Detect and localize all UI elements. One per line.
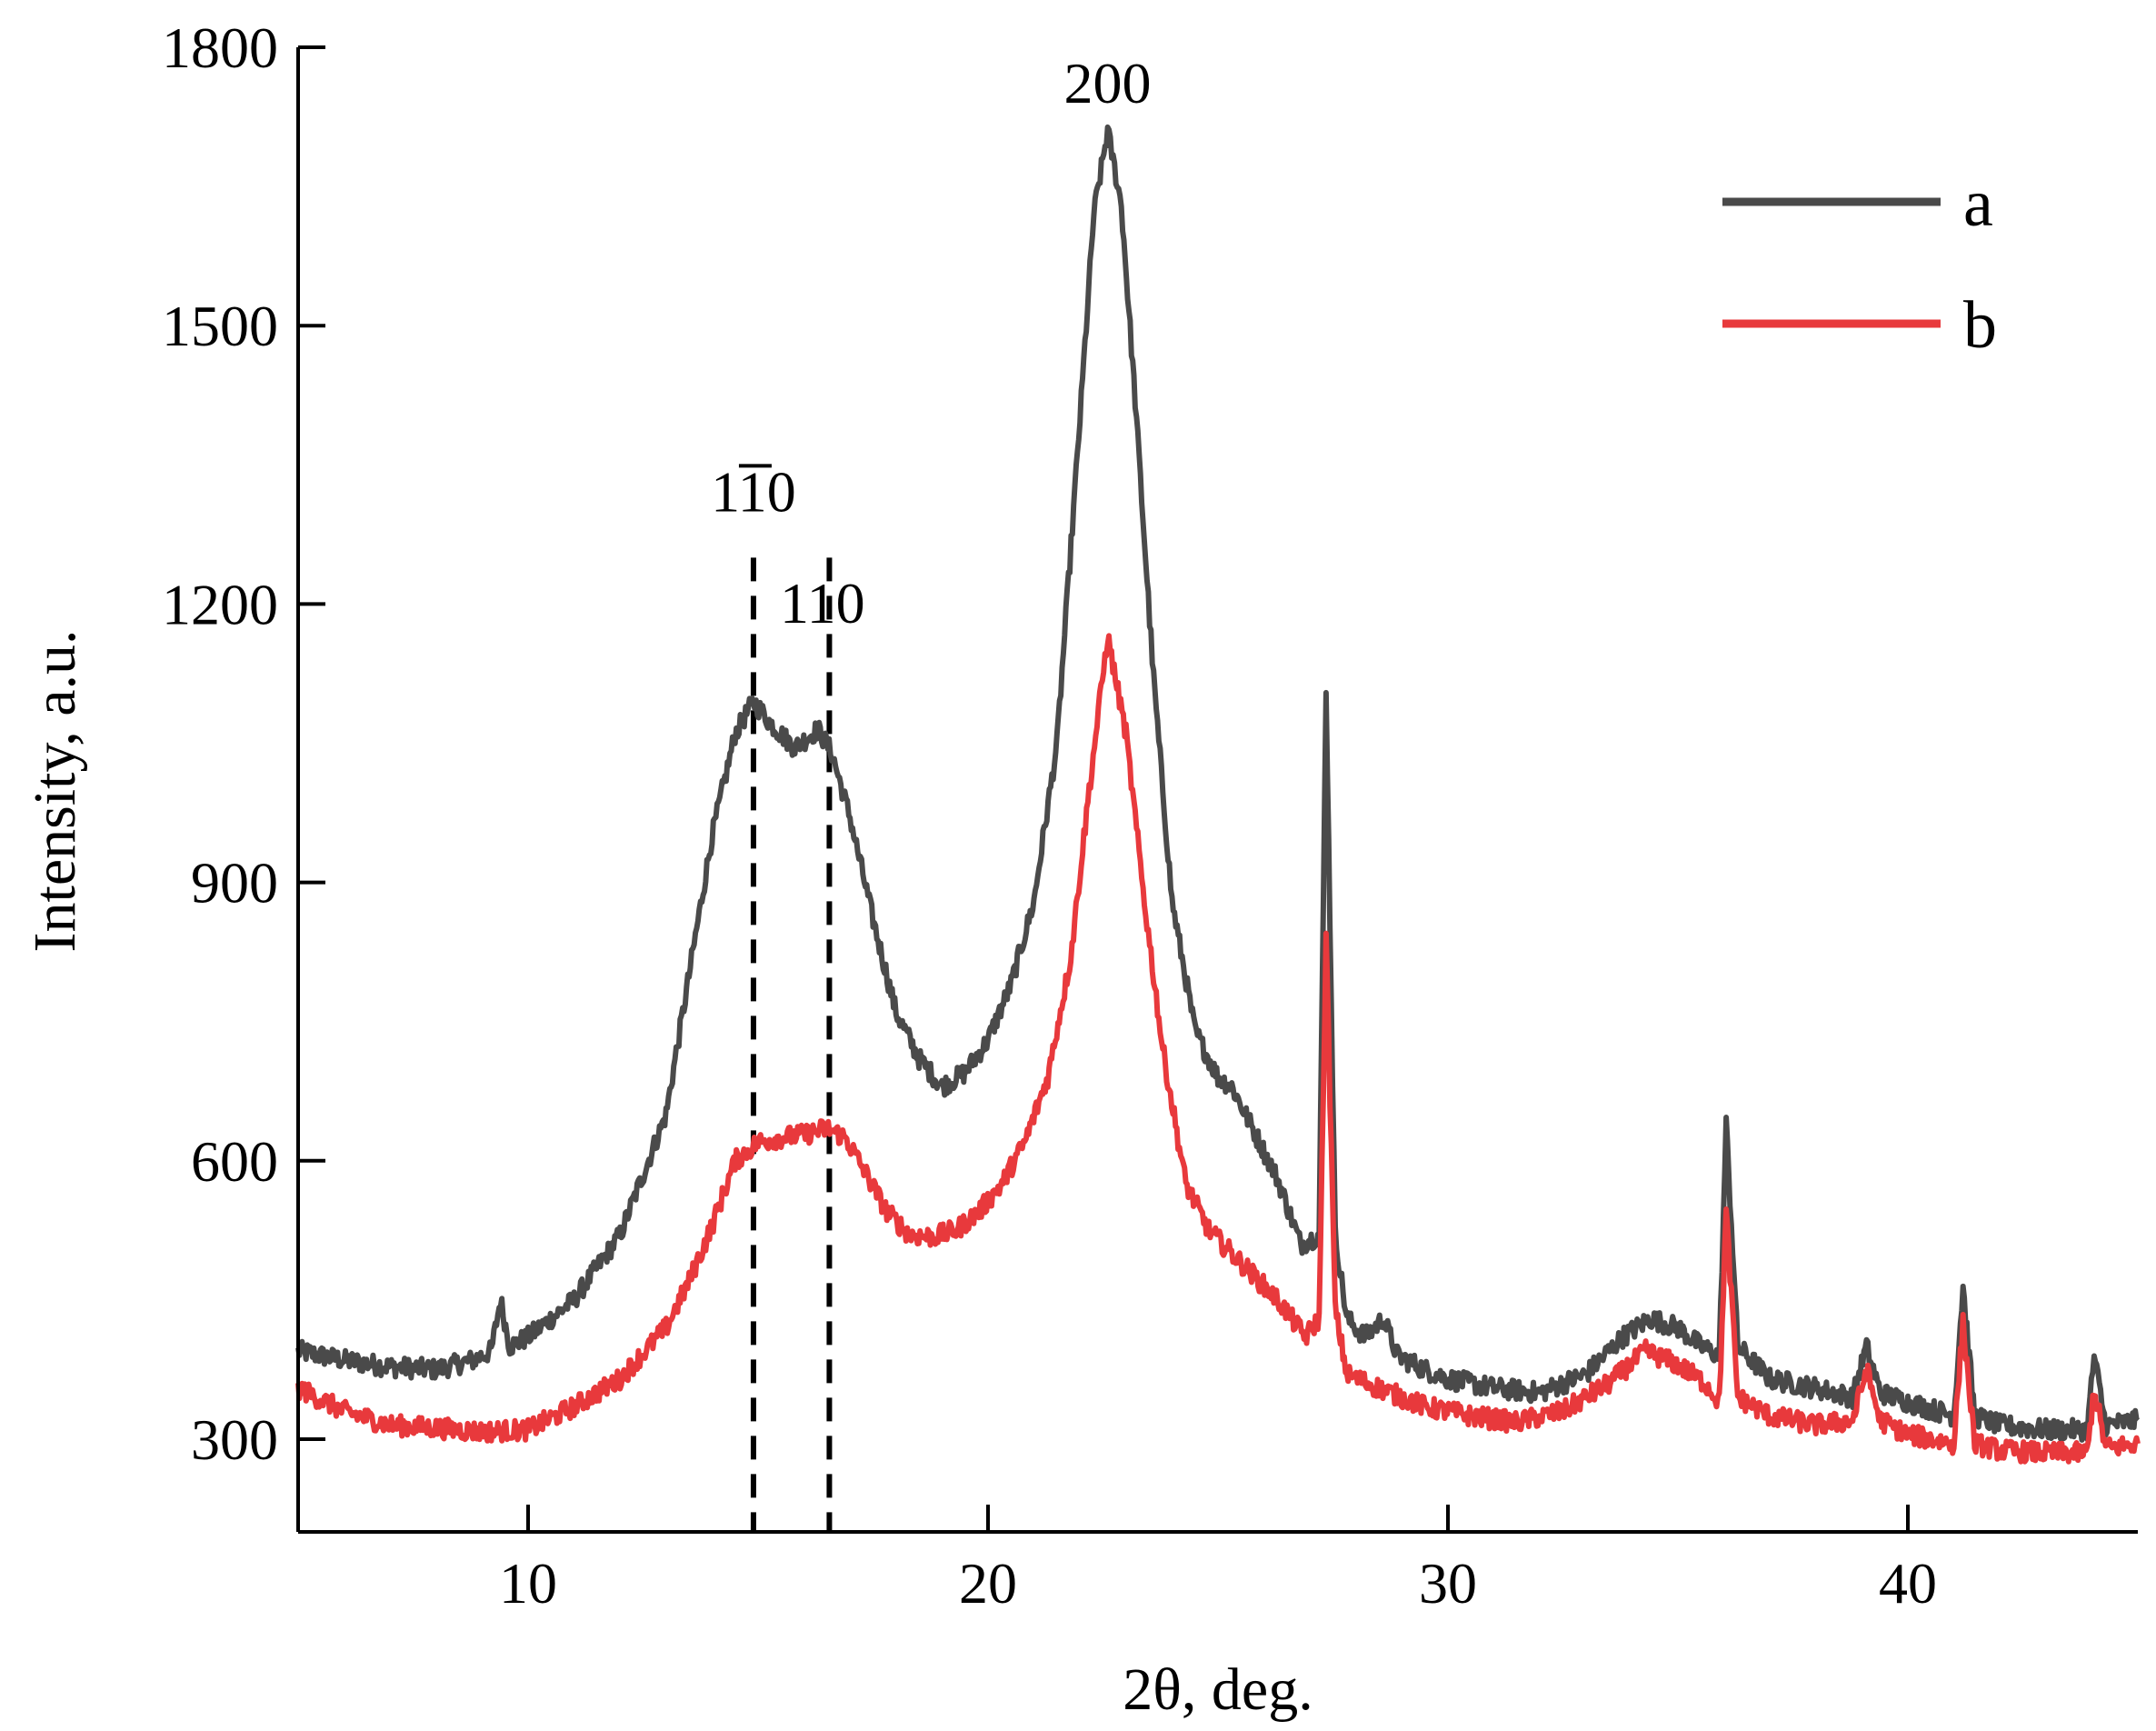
x-tick-label: 30: [1419, 1551, 1477, 1616]
peak-label-1-10-h: 1: [711, 459, 738, 524]
legend-label-a: a: [1963, 166, 1993, 241]
legend-label-b: b: [1963, 288, 1997, 363]
peak-label-1-10: 110: [711, 459, 796, 524]
peak-label-200: 200: [1064, 51, 1152, 115]
peak-label-1-10-k: 1: [738, 459, 767, 524]
y-tick-label: 1200: [162, 572, 278, 636]
legend: a b: [1722, 166, 1997, 363]
x-tick-label: 40: [1879, 1551, 1937, 1616]
x-ticks: 10 20 30 40: [499, 1505, 1937, 1616]
y-tick-label: 900: [191, 851, 278, 916]
series-line-a: [295, 124, 2141, 1443]
peak-annotations: 110 110 200: [711, 51, 1151, 635]
y-tick-label: 1800: [162, 15, 278, 80]
y-tick-label: 600: [191, 1129, 278, 1194]
y-tick-label: 300: [191, 1407, 278, 1472]
reference-lines-layer: [750, 557, 833, 1532]
y-axis-title: Intensity, a.u.: [22, 630, 88, 953]
series-layer: [295, 124, 2141, 1465]
x-tick-label: 10: [499, 1551, 557, 1616]
y-tick-label: 1500: [162, 294, 278, 358]
x-tick-label: 20: [959, 1551, 1017, 1616]
series-line-b: [295, 633, 2141, 1465]
peak-label-1-10-l: 0: [767, 459, 796, 524]
y-ticks: 300 600 900 1200 1500 1800: [162, 15, 325, 1472]
peak-label-110: 110: [780, 571, 865, 635]
x-axis-title: 2θ, deg.: [1123, 1656, 1313, 1723]
